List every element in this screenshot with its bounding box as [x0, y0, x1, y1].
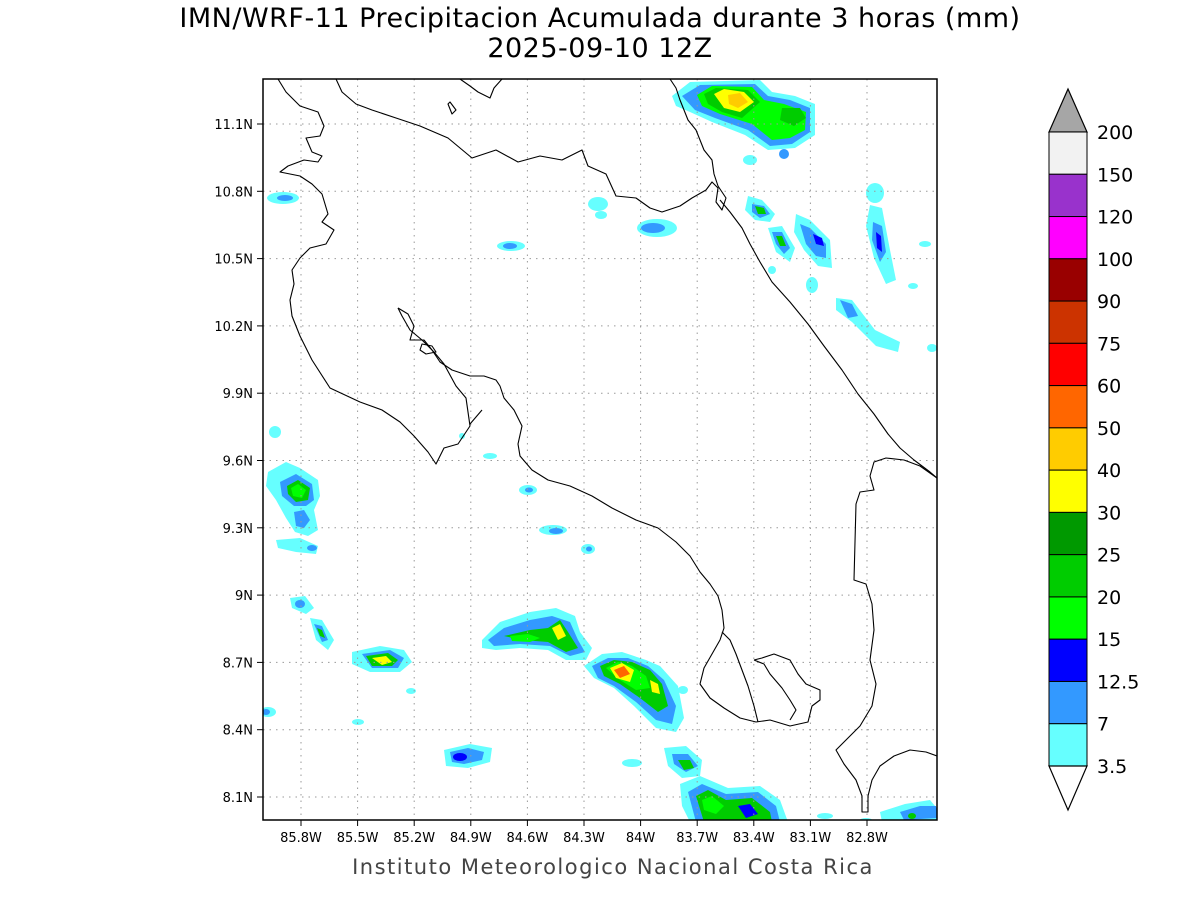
lat-tick-label: 9N [235, 589, 253, 604]
colorbar-swatch [1048, 342, 1088, 387]
axis-ticks: 85.8W 85.5W 85.2W 84.9W 84.6W 84.3W 84W 83.7W 83… [214, 118, 888, 846]
colorbar-level-label: 7 [1097, 714, 1109, 736]
colorbar-level-label: 12.5 [1097, 671, 1139, 693]
map-title: IMN/WRF-11 Precipitacion Acumulada duran… [179, 3, 1021, 34]
colorbar-swatch [1048, 385, 1088, 429]
footer-credit: Instituto Meteorologico Nacional Costa R… [352, 855, 874, 879]
lon-tick-label: 83.4W [733, 831, 775, 846]
lon-tick-label: 84.6W [506, 831, 548, 846]
lat-tick-label: 9.3N [223, 522, 253, 537]
colorbar-level-label: 20 [1097, 587, 1121, 609]
colorbar-swatch [1048, 300, 1088, 344]
colorbar-swatch [1048, 680, 1088, 725]
colorbar-level-label: 150 [1097, 164, 1133, 186]
colorbar-swatch [1048, 173, 1088, 218]
colorbar-swatch [1048, 427, 1088, 471]
map-grid [263, 79, 937, 820]
precip-cell [267, 192, 677, 251]
precip-cell [459, 433, 595, 554]
lat-tick-label: 8.7N [223, 656, 253, 671]
colorbar-swatch [1048, 469, 1088, 513]
lon-tick-label: 84.3W [563, 831, 605, 846]
colorbar-level-label: 15 [1097, 629, 1121, 651]
lat-tick-label: 10.2N [214, 320, 253, 335]
colorbar-level-label: 200 [1097, 122, 1133, 144]
lat-tick-label: 9.9N [223, 387, 253, 402]
lon-tick-label: 85.8W [280, 831, 322, 846]
colorbar-over-arrow-icon [1048, 87, 1088, 133]
colorbar-level-label: 75 [1097, 333, 1121, 355]
colorbar-level-label: 50 [1097, 418, 1121, 440]
colorbar-swatch [1048, 216, 1088, 260]
colorbar-level-label: 3.5 [1097, 756, 1127, 778]
precip-cell [444, 744, 937, 820]
lon-tick-label: 85.2W [393, 831, 435, 846]
coastlines [277, 79, 937, 813]
lon-tick-label: 83.7W [676, 831, 718, 846]
lat-tick-label: 9.6N [223, 455, 253, 470]
lon-tick-label: 84W [626, 831, 656, 846]
lon-tick-label: 84.9W [450, 831, 492, 846]
colorbar-swatch [1048, 511, 1088, 556]
colorbar-swatch [1048, 723, 1088, 767]
map-frame [262, 78, 938, 821]
precip-cell [482, 608, 688, 732]
colorbar-swatch [1048, 638, 1088, 682]
lon-tick-label: 83.1W [789, 831, 831, 846]
precip-cell [672, 80, 815, 165]
lat-tick-label: 10.5N [214, 253, 253, 268]
colorbar-level-label: 120 [1097, 207, 1133, 229]
colorbar-level-label: 90 [1097, 291, 1121, 313]
lat-tick-label: 8.1N [223, 791, 253, 806]
colorbar-level-label: 25 [1097, 545, 1121, 567]
colorbar-under-arrow-icon [1048, 765, 1088, 812]
lon-tick-label: 82.8W [846, 831, 888, 846]
colorbar-swatch [1048, 596, 1088, 640]
colorbar-swatch [1048, 258, 1088, 302]
lat-tick-label: 8.4N [223, 724, 253, 739]
precip-cell [263, 426, 416, 725]
colorbar-level-label: 30 [1097, 502, 1121, 524]
lat-tick-label: 10.8N [214, 185, 253, 200]
colorbar-swatch [1048, 554, 1088, 598]
colorbar-level-label: 100 [1097, 249, 1133, 271]
map-subtitle: 2025-09-10 12Z [487, 33, 713, 64]
colorbar-swatch [1048, 131, 1088, 175]
colorbar: 200 150 120 100 90 75 60 50 40 30 25 20 15 12.5 7 3.5 [1048, 87, 1139, 812]
colorbar-level-label: 60 [1097, 376, 1121, 398]
precipitation-field [263, 80, 937, 820]
lat-tick-label: 11.1N [214, 118, 253, 133]
lon-tick-label: 85.5W [337, 831, 379, 846]
precip-cell [745, 183, 937, 352]
colorbar-level-label: 40 [1097, 460, 1121, 482]
